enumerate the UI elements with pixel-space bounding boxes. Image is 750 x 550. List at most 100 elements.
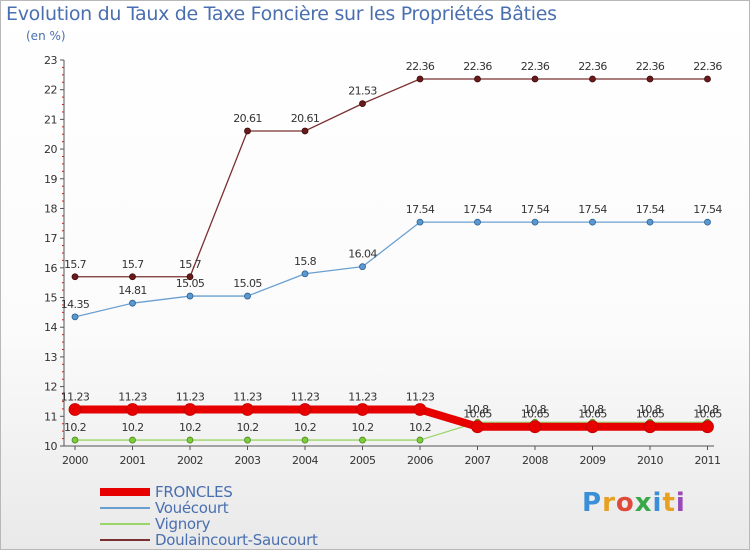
data-point-vouecourt <box>301 270 309 278</box>
y-minor-tick <box>62 222 64 224</box>
data-label-froncles: 11.23 <box>291 390 320 403</box>
y-minor-tick <box>62 430 64 432</box>
data-point-vouecourt <box>71 313 79 321</box>
data-label-vignory: 10.2 <box>236 421 258 434</box>
y-minor-tick <box>62 304 64 306</box>
y-minor-tick <box>62 96 64 98</box>
data-label-vignory: 10.2 <box>179 421 201 434</box>
data-point-froncles <box>241 403 254 416</box>
legend-swatch <box>100 507 150 509</box>
data-label-doulaincourt-saucourt: 20.61 <box>233 112 262 125</box>
data-label-vignory: 10.8 <box>696 403 719 416</box>
data-label-froncles: 10.65 <box>693 408 722 421</box>
data-point-froncles <box>528 420 542 434</box>
y-minor-tick <box>62 66 64 68</box>
data-label-vouecourt: 14.81 <box>118 284 147 297</box>
data-label-vouecourt: 17.54 <box>406 203 435 216</box>
y-minor-tick <box>62 126 64 128</box>
data-label-vouecourt: 15.05 <box>176 277 205 290</box>
y-minor-tick <box>62 289 64 291</box>
legend-label: Vouécourt <box>155 499 229 517</box>
data-label-vignory: 10.2 <box>294 421 316 434</box>
data-label-vouecourt: 14.35 <box>61 298 90 311</box>
x-tick-label: 2003 <box>235 454 261 467</box>
y-minor-tick <box>62 163 64 165</box>
data-point-doulaincourt-saucourt <box>301 127 309 135</box>
y-minor-tick <box>62 170 64 172</box>
y-minor-tick <box>62 200 64 202</box>
legend-swatch <box>100 539 150 541</box>
y-minor-tick <box>62 319 64 321</box>
y-tick-label: 16 <box>44 262 57 275</box>
data-point-vignory <box>416 436 424 444</box>
y-minor-tick <box>62 245 64 247</box>
data-label-vouecourt: 17.54 <box>636 203 665 216</box>
y-tick-label: 10 <box>44 440 57 453</box>
y-minor-tick <box>62 230 64 232</box>
series-line-doulaincourt-saucourt <box>74 78 709 278</box>
data-point-vouecourt <box>704 218 711 226</box>
legend-item-froncles: FRONCLES <box>100 483 360 501</box>
y-tick-label: 15 <box>44 292 57 305</box>
data-label-froncles: 11.23 <box>61 390 90 403</box>
y-minor-tick <box>62 252 64 254</box>
data-point-froncles <box>586 420 599 434</box>
data-point-vignory <box>301 436 309 444</box>
data-point-doulaincourt-saucourt <box>531 75 539 83</box>
y-tick-label: 17 <box>44 232 57 245</box>
logo-letter: i <box>652 488 663 518</box>
y-minor-tick <box>62 104 64 106</box>
data-label-vignory: 10.2 <box>409 421 431 434</box>
data-point-doulaincourt-saucourt <box>71 273 79 281</box>
y-tick-label: 21 <box>44 113 57 126</box>
y-tick-label: 11 <box>44 410 57 423</box>
series-line-vignory <box>74 421 709 441</box>
data-point-doulaincourt-saucourt <box>704 75 711 83</box>
data-point-froncles <box>413 403 427 416</box>
x-tick-label: 2011 <box>695 454 721 467</box>
data-point-doulaincourt-saucourt <box>646 75 654 83</box>
y-minor-tick <box>62 371 64 373</box>
y-minor-tick <box>62 438 64 440</box>
data-point-vouecourt <box>646 218 654 226</box>
data-point-vignory <box>359 436 366 444</box>
data-point-doulaincourt-saucourt <box>129 273 136 281</box>
data-point-vignory <box>244 436 251 444</box>
data-point-vouecourt <box>186 292 194 300</box>
data-label-vouecourt: 17.54 <box>693 203 722 216</box>
y-minor-tick <box>62 259 64 261</box>
data-point-doulaincourt-saucourt <box>474 75 481 83</box>
y-minor-tick <box>62 141 64 143</box>
data-label-vouecourt: 17.54 <box>578 203 607 216</box>
data-label-vouecourt: 16.04 <box>348 248 377 261</box>
data-point-doulaincourt-saucourt <box>589 75 596 83</box>
logo-letter: P <box>582 488 603 518</box>
data-label-doulaincourt-saucourt: 22.36 <box>406 60 435 73</box>
y-minor-tick <box>62 408 64 410</box>
y-minor-tick <box>62 393 64 395</box>
x-tick-label: 2000 <box>62 454 88 467</box>
data-point-vouecourt <box>359 263 366 271</box>
chart-title: Evolution du Taux de Taxe Foncière sur l… <box>6 3 557 25</box>
x-tick-label: 2001 <box>120 454 146 467</box>
legend-label: Vignory <box>155 515 211 533</box>
data-label-doulaincourt-saucourt: 15.7 <box>64 258 87 271</box>
data-point-vouecourt <box>474 218 481 226</box>
y-minor-tick <box>62 133 64 135</box>
data-point-vouecourt <box>531 218 539 226</box>
data-point-vouecourt <box>416 218 424 226</box>
data-point-doulaincourt-saucourt <box>359 100 366 108</box>
legend-item-vouecourt: Vouécourt <box>100 499 360 517</box>
data-label-vouecourt: 15.05 <box>233 277 262 290</box>
data-point-vignory <box>186 436 194 444</box>
y-minor-tick <box>62 185 64 187</box>
logo-letter: r <box>602 488 616 518</box>
data-point-vouecourt <box>244 292 251 300</box>
y-minor-tick <box>62 193 64 195</box>
y-minor-tick <box>62 81 64 83</box>
legend-swatch <box>100 488 150 496</box>
data-label-doulaincourt-saucourt: 22.36 <box>463 60 492 73</box>
legend-item-vignory: Vignory <box>100 515 360 533</box>
x-tick-label: 2009 <box>580 454 606 467</box>
